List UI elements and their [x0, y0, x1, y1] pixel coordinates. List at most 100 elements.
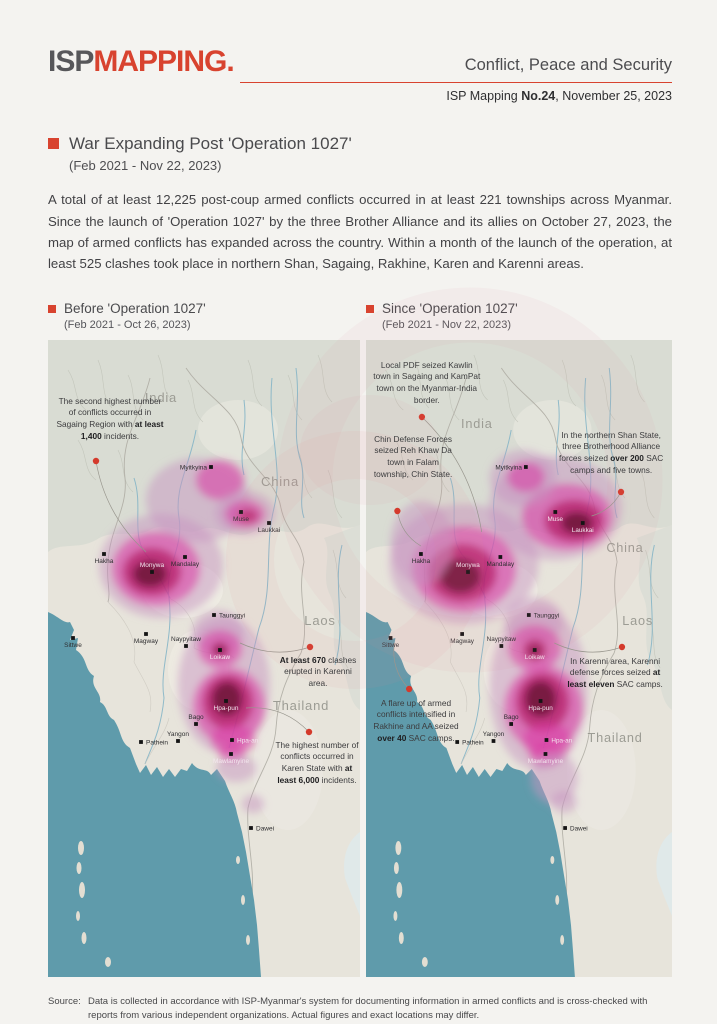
- city-label: Sittwe: [64, 642, 82, 649]
- city-marker: [176, 738, 180, 743]
- sea: [366, 611, 575, 977]
- country-label: Thailand: [273, 698, 329, 713]
- city-marker: [455, 739, 460, 744]
- city-label: Bago: [188, 714, 204, 721]
- city-label: Yangon: [167, 731, 189, 738]
- annotation-leader-line: [239, 642, 311, 653]
- city-label: Dawei: [570, 825, 588, 832]
- conflict-heat-blobs: [99, 457, 275, 813]
- annotation-leader-line: [95, 460, 147, 553]
- gulf-inlet: [344, 831, 360, 916]
- city-label: Muse: [233, 516, 249, 523]
- map-annotation: A flare up of armed conflicts intensifie…: [373, 697, 459, 743]
- country-label: Thailand: [588, 730, 643, 745]
- city-marker: [532, 647, 537, 652]
- city-label: Hpa-an: [237, 737, 259, 744]
- map-before-column: Before 'Operation 1027' (Feb 2021 - Oct …: [48, 301, 360, 977]
- annotation-dot: [418, 413, 426, 420]
- country-label: China: [261, 474, 299, 489]
- map-annotation: Chin Defense Forces seized Reh Khaw Da t…: [373, 433, 453, 479]
- gulf-inlet: [656, 831, 672, 916]
- city-marker: [102, 551, 106, 556]
- map-before-title: Before 'Operation 1027': [64, 300, 206, 316]
- issue-line: ISP Mapping No.24, November 25, 2023: [240, 89, 672, 103]
- annotation-dot: [618, 643, 626, 650]
- source-label: Source:: [48, 995, 81, 1007]
- city-marker: [183, 554, 187, 559]
- logo-mapping-text: MAPPING: [93, 45, 227, 78]
- city-label: Mandalay: [171, 561, 200, 568]
- country-borders: [107, 367, 305, 977]
- map-since-canvas: India China Laos Thailand Myitkyina Muse Laukk…: [366, 339, 672, 977]
- map-since-title: Since 'Operation 1027': [382, 300, 518, 316]
- city-marker: [526, 612, 531, 617]
- city-marker: [563, 825, 567, 830]
- city-marker: [553, 509, 558, 514]
- page-title-period: (Feb 2021 - Nov 22, 2023): [69, 158, 222, 174]
- header: ISPMAPPING. Conflict, Peace and Security…: [0, 0, 717, 103]
- city-marker: [491, 738, 496, 743]
- city-label: Laukkai: [258, 527, 280, 534]
- terrain-east: [636, 524, 672, 710]
- logo-isp-text: ISP: [48, 45, 94, 78]
- country-label: Laos: [622, 613, 653, 628]
- annotation-dot: [394, 507, 401, 514]
- country-label: China: [606, 540, 643, 555]
- city-marker: [538, 698, 543, 703]
- country-label: India: [145, 390, 177, 405]
- country-label: India: [461, 416, 493, 431]
- city-marker: [580, 520, 585, 525]
- page-title: War Expanding Post 'Operation 1027': [69, 134, 352, 153]
- annotation-leader-line: [397, 510, 422, 547]
- city-marker: [209, 464, 213, 469]
- terrain-east: [324, 524, 360, 710]
- city-label: Mawlamyine: [528, 758, 564, 765]
- annotation-dot: [92, 457, 100, 464]
- city-label: Magway: [450, 638, 474, 645]
- annotation-dot: [305, 728, 313, 735]
- annotation-leader-line: [245, 707, 310, 732]
- map-annotation: In the northern Shan State, three Brothe…: [559, 429, 664, 475]
- city-label: Hpa-pun: [528, 705, 553, 712]
- city-label: Naypyitaw: [171, 636, 201, 643]
- city-marker: [71, 635, 75, 640]
- city-marker: [224, 698, 228, 703]
- city-marker: [144, 631, 148, 636]
- city-label: Myitkyina: [495, 464, 522, 471]
- city-label: Loikaw: [525, 654, 545, 661]
- map-before-period: (Feb 2021 - Oct 26, 2023): [64, 318, 191, 331]
- city-label: Sittwe: [382, 642, 400, 649]
- map-annotation: Local PDF seized Kawlin town in Sagaing …: [373, 359, 481, 405]
- maps-row: Before 'Operation 1027' (Feb 2021 - Oct …: [48, 301, 672, 977]
- city-marker: [194, 721, 198, 726]
- city-label: Bago: [504, 714, 519, 721]
- issue-date: , November 25, 2023: [555, 89, 672, 103]
- city-marker: [229, 751, 233, 756]
- city-marker: [239, 509, 243, 514]
- islands: [76, 840, 250, 967]
- annotation-leader-line: [393, 642, 410, 689]
- city-marker: [218, 647, 222, 652]
- map-before-canvas: India China Laos Thailand Myitkyina Muse Laukk…: [48, 339, 360, 977]
- conflict-heat-blobs: [389, 449, 622, 813]
- city-marker: [498, 554, 503, 559]
- map-svg: India China Laos Thailand Myitkyina Muse Laukk…: [48, 339, 360, 977]
- source-row: Source: Data is collected in accordance …: [48, 995, 672, 1024]
- city-label: Naypyitaw: [487, 636, 517, 643]
- map-annotation: The second highest number of conflicts o…: [56, 395, 164, 441]
- city-label: Pathein: [462, 739, 484, 746]
- city-label: Monywa: [456, 562, 480, 569]
- issue-prefix: ISP Mapping: [446, 89, 522, 103]
- city-label: Muse: [548, 516, 564, 523]
- annotation-dot: [617, 488, 625, 495]
- issue-number: No.24: [521, 89, 556, 103]
- relief-strokes: [385, 354, 661, 668]
- city-label: Hakha: [412, 558, 431, 565]
- annotation-leader-line: [591, 491, 622, 517]
- annotation-leader-line: [554, 642, 623, 653]
- city-marker: [212, 612, 216, 617]
- sea: [48, 611, 261, 977]
- title-block: War Expanding Post 'Operation 1027' (Feb…: [48, 133, 672, 173]
- islands: [393, 840, 565, 967]
